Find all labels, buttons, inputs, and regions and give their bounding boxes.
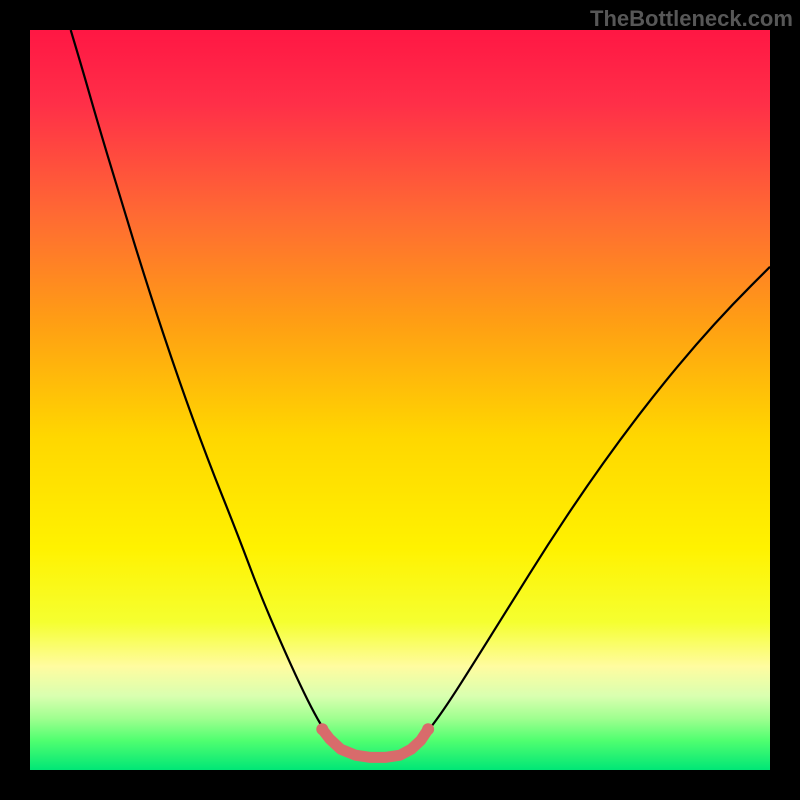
gradient-background [30, 30, 770, 770]
marker-end-dot [422, 723, 434, 735]
plot-area [30, 30, 770, 770]
chart-container: TheBottleneck.com [0, 0, 800, 800]
marker-start-dot [316, 723, 328, 735]
chart-svg [30, 30, 770, 770]
watermark-text: TheBottleneck.com [590, 6, 793, 32]
